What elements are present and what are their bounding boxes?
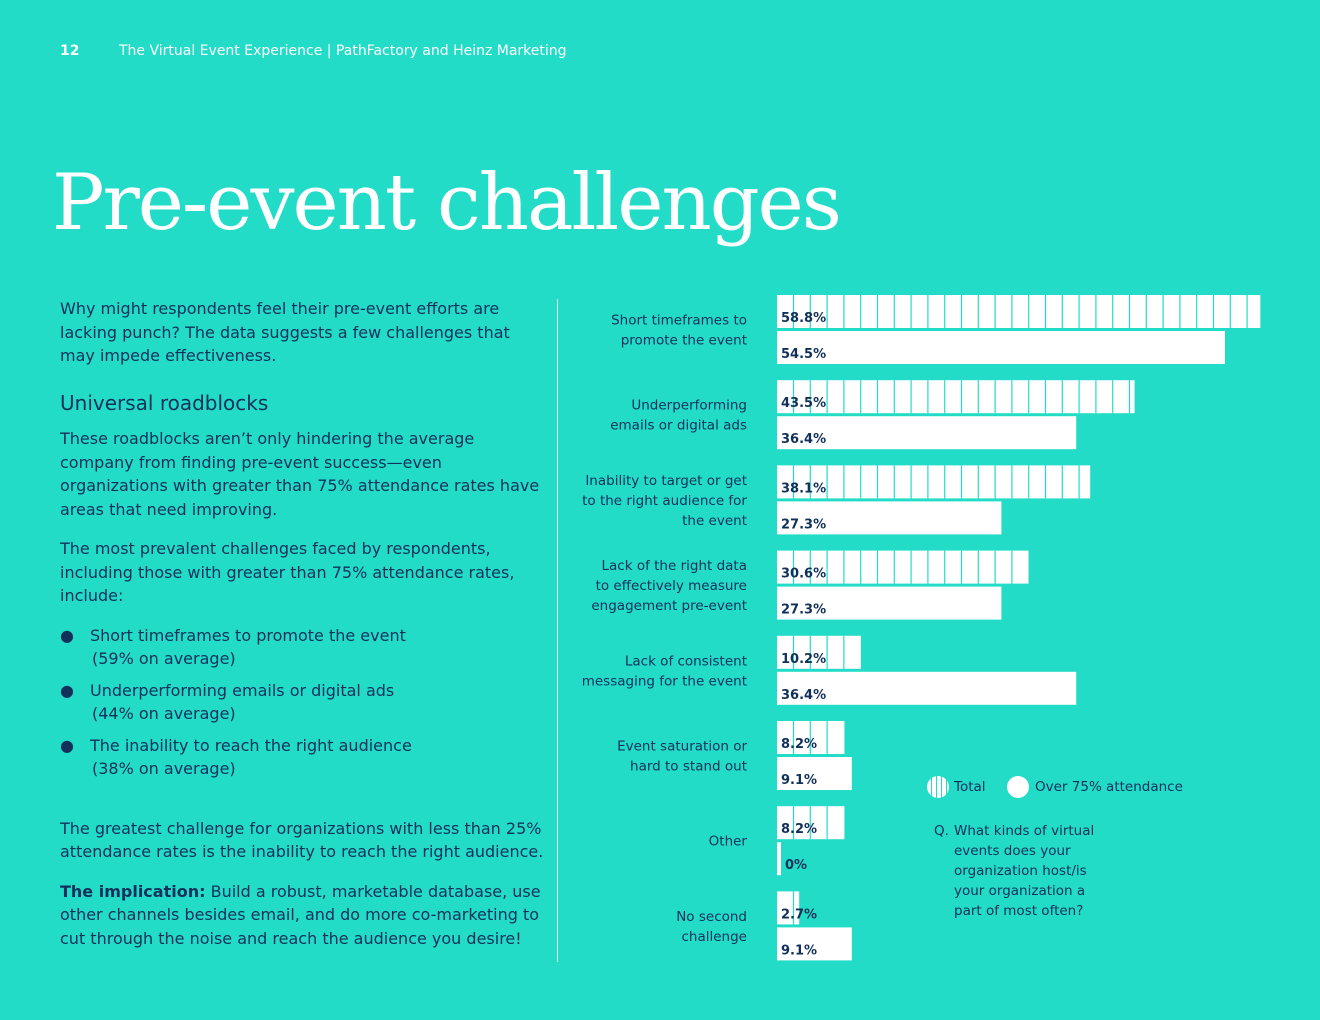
challenges-paragraph: The most prevalent challenges faced by r… xyxy=(60,539,515,605)
category-label: Inability to target or get to the right a… xyxy=(582,473,747,529)
list-item-note: (59% on average) xyxy=(92,649,236,668)
left-column: Why might respondents feel their pre-eve… xyxy=(60,297,545,966)
list-item-text: The inability to reach the right audienc… xyxy=(90,735,412,755)
page-title: Pre-event challenges xyxy=(52,158,842,248)
list-item-text: Short timeframes to promote the event xyxy=(90,625,406,645)
bullet-icon: ● xyxy=(60,735,74,755)
bar-total xyxy=(777,550,1029,584)
list-item: ● Short timeframes to promote the event … xyxy=(60,624,545,671)
category-label: Other xyxy=(709,834,748,850)
value-label-over75: 0% xyxy=(785,858,807,873)
bar-over75 xyxy=(777,416,1077,450)
list-item-note: (44% on average) xyxy=(92,704,236,723)
bar-total xyxy=(777,635,861,669)
value-label-over75: 9.1% xyxy=(781,943,817,958)
bar-over75 xyxy=(777,501,1002,535)
legend-label-over75: Over 75% attendance xyxy=(1035,779,1183,795)
value-label-over75: 27.3% xyxy=(781,517,826,532)
bar-total xyxy=(777,380,1135,414)
value-label-over75: 36.4% xyxy=(781,688,826,703)
value-label-total: 58.8% xyxy=(781,311,826,326)
bullet-icon: ● xyxy=(60,680,74,700)
bar-total xyxy=(777,465,1091,499)
value-label-over75: 27.3% xyxy=(781,603,826,618)
list-item: ● Underperforming emails or digital ads … xyxy=(60,679,545,726)
list-item: ● The inability to reach the right audie… xyxy=(60,734,545,781)
bar-total xyxy=(777,295,1261,328)
category-label: No second challenge xyxy=(676,909,747,945)
value-label-total: 38.1% xyxy=(781,481,826,496)
document-title: The Virtual Event Experience | PathFacto… xyxy=(119,43,567,59)
solid-swatch-icon xyxy=(1007,776,1029,798)
category-label: Short timeframes to promote the event xyxy=(611,313,747,349)
list-item-note: (38% on average) xyxy=(92,759,236,778)
category-label: Lack of the right data to effectively mea… xyxy=(591,558,747,614)
bar-over75 xyxy=(777,671,1077,705)
bar-over75 xyxy=(777,842,781,876)
bullet-icon: ● xyxy=(60,625,74,645)
value-label-total: 30.6% xyxy=(781,567,826,582)
value-label-total: 2.7% xyxy=(781,907,817,922)
bar-over75 xyxy=(777,331,1225,364)
implication-paragraph: The implication: Build a robust, marketa… xyxy=(60,880,545,951)
value-label-total: 8.2% xyxy=(781,737,817,752)
value-label-total: 10.2% xyxy=(781,652,826,667)
intro-paragraph: Why might respondents feel their pre-eve… xyxy=(60,299,510,365)
value-label-over75: 54.5% xyxy=(781,347,826,362)
value-label-over75: 36.4% xyxy=(781,432,826,447)
list-item-text: Underperforming emails or digital ads xyxy=(90,680,395,700)
category-label: Lack of consistent messaging for the even… xyxy=(582,653,747,689)
challenge-list: ● Short timeframes to promote the event … xyxy=(60,624,545,781)
bar-over75 xyxy=(777,586,1002,620)
roadblocks-paragraph: These roadblocks aren’t only hindering t… xyxy=(60,429,540,519)
subheading: Universal roadblocks xyxy=(60,390,269,415)
question-prefix: Q. xyxy=(934,823,949,839)
implication-label: The implication: xyxy=(60,881,206,901)
column-divider xyxy=(557,299,558,962)
bar-over75 xyxy=(777,757,852,790)
low-attendance-paragraph: The greatest challenge for organizations… xyxy=(60,818,544,862)
implication-text: Build a robust, marketable database, use… xyxy=(60,881,541,948)
question-text: What kinds of virtual events does your o… xyxy=(954,823,1095,919)
legend-label-total: Total xyxy=(954,779,986,795)
value-label-total: 8.2% xyxy=(781,822,817,837)
page-number: 12 xyxy=(60,43,80,59)
category-label: Underperforming emails or digital ads xyxy=(610,398,747,434)
value-label-total: 43.5% xyxy=(781,396,826,411)
survey-question: Q. What kinds of virtual events does you… xyxy=(934,821,1114,921)
value-label-over75: 9.1% xyxy=(781,773,817,788)
striped-swatch-icon xyxy=(927,776,949,798)
bar-over75 xyxy=(777,927,852,961)
category-label: Event saturation or hard to stand out xyxy=(617,739,747,775)
